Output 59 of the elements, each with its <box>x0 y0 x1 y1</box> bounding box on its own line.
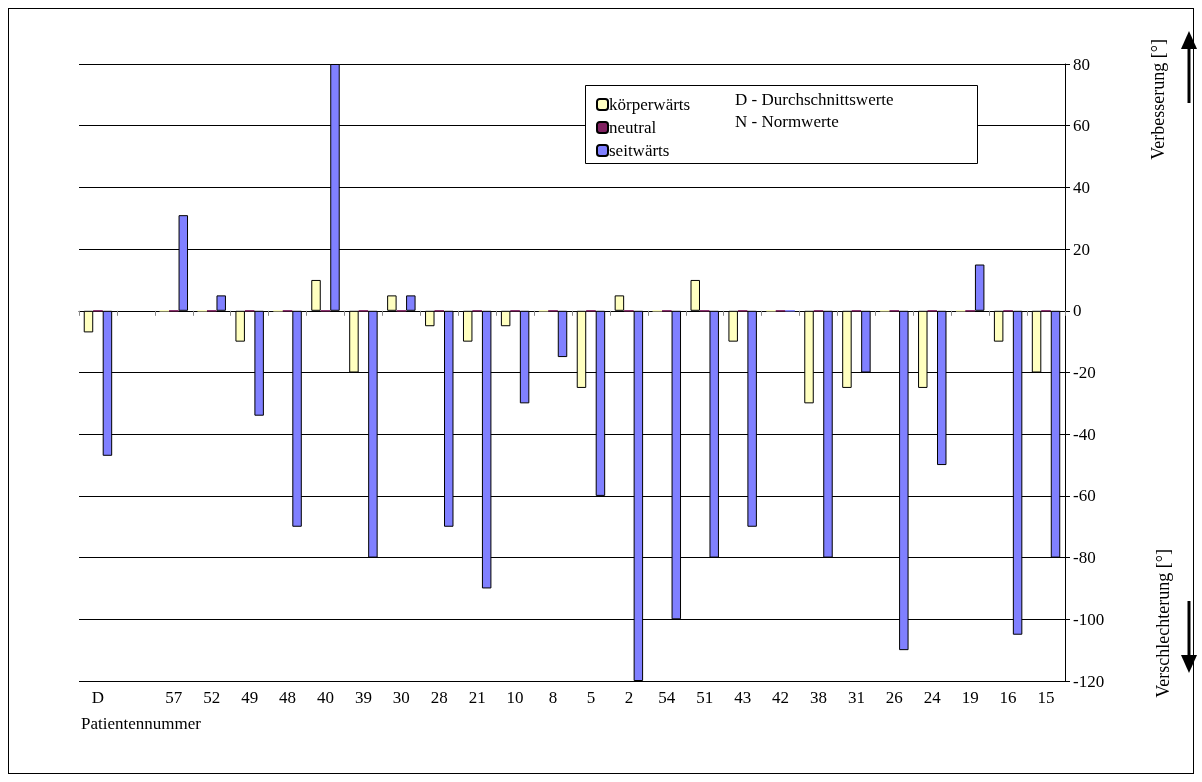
bar <box>974 264 985 311</box>
x-tick-label: 43 <box>734 688 752 707</box>
annotation: D - Durchschnittswerte <box>735 90 894 109</box>
x-tick-label: 39 <box>354 688 372 707</box>
y-tick-label: 40 <box>1073 177 1090 197</box>
x-tick-label: 19 <box>961 688 979 707</box>
bar <box>993 310 1004 342</box>
x-tick-label: 30 <box>392 688 410 707</box>
bar <box>557 310 568 358</box>
y-tick-label: -100 <box>1073 609 1105 629</box>
y-tick-label: -80 <box>1073 548 1096 568</box>
bar <box>728 310 738 342</box>
x-tick-label: 16 <box>999 688 1017 707</box>
bar <box>235 310 245 342</box>
x-tick-label: 31 <box>847 688 865 707</box>
bar <box>83 310 94 333</box>
legend-label: seitwärts <box>609 141 670 160</box>
x-tick-label: 26 <box>885 688 903 707</box>
y-axis-title: Verbesserung [°] <box>1148 39 1168 160</box>
x-tick-label: 10 <box>506 688 524 707</box>
bar <box>462 310 473 342</box>
x-tick-label: 2 <box>624 688 634 707</box>
x-tick-label: 54 <box>658 688 676 707</box>
x-tick-label: 57 <box>165 688 183 707</box>
y-tick-label: 80 <box>1073 54 1090 74</box>
legend-label: neutral <box>609 118 657 137</box>
x-tick-label: 51 <box>696 688 714 707</box>
x-tick-label: 28 <box>430 688 448 707</box>
bar <box>425 310 435 327</box>
x-tick-label: 52 <box>203 688 221 707</box>
y-tick-label: 0 <box>1073 301 1082 321</box>
x-tick-label: D <box>91 688 105 707</box>
bar <box>216 295 226 311</box>
x-tick-label: 8 <box>548 688 558 707</box>
x-tick-label: 48 <box>279 688 297 707</box>
y-tick-label: 60 <box>1073 116 1090 136</box>
annotation: N - Normwerte <box>735 112 839 131</box>
x-tick-label: 21 <box>468 688 486 707</box>
bar <box>500 310 511 327</box>
x-tick-label: 38 <box>810 688 827 707</box>
y-tick-label: -20 <box>1073 363 1096 382</box>
y2-axis-title: Verschlechterung [°] <box>1153 548 1173 698</box>
bar <box>614 295 625 311</box>
x-axis-title: Patientennummer <box>81 714 202 733</box>
bar <box>690 279 700 311</box>
legend-label: körperwärts <box>609 95 691 114</box>
bar <box>387 295 397 311</box>
y-tick-label: 20 <box>1073 239 1090 259</box>
y-tick-label: -60 <box>1073 486 1096 506</box>
x-tick-label: 15 <box>1037 688 1055 707</box>
x-tick-label: 42 <box>772 688 790 707</box>
y-tick-label: -40 <box>1073 424 1096 444</box>
x-tick-label: 24 <box>923 688 942 707</box>
bar <box>311 279 321 311</box>
x-tick-label: 49 <box>241 688 259 707</box>
bar <box>406 295 416 311</box>
x-tick-label: 40 <box>317 688 334 707</box>
y-tick-label: -120 <box>1073 671 1105 691</box>
x-tick-label: 5 <box>586 688 596 707</box>
